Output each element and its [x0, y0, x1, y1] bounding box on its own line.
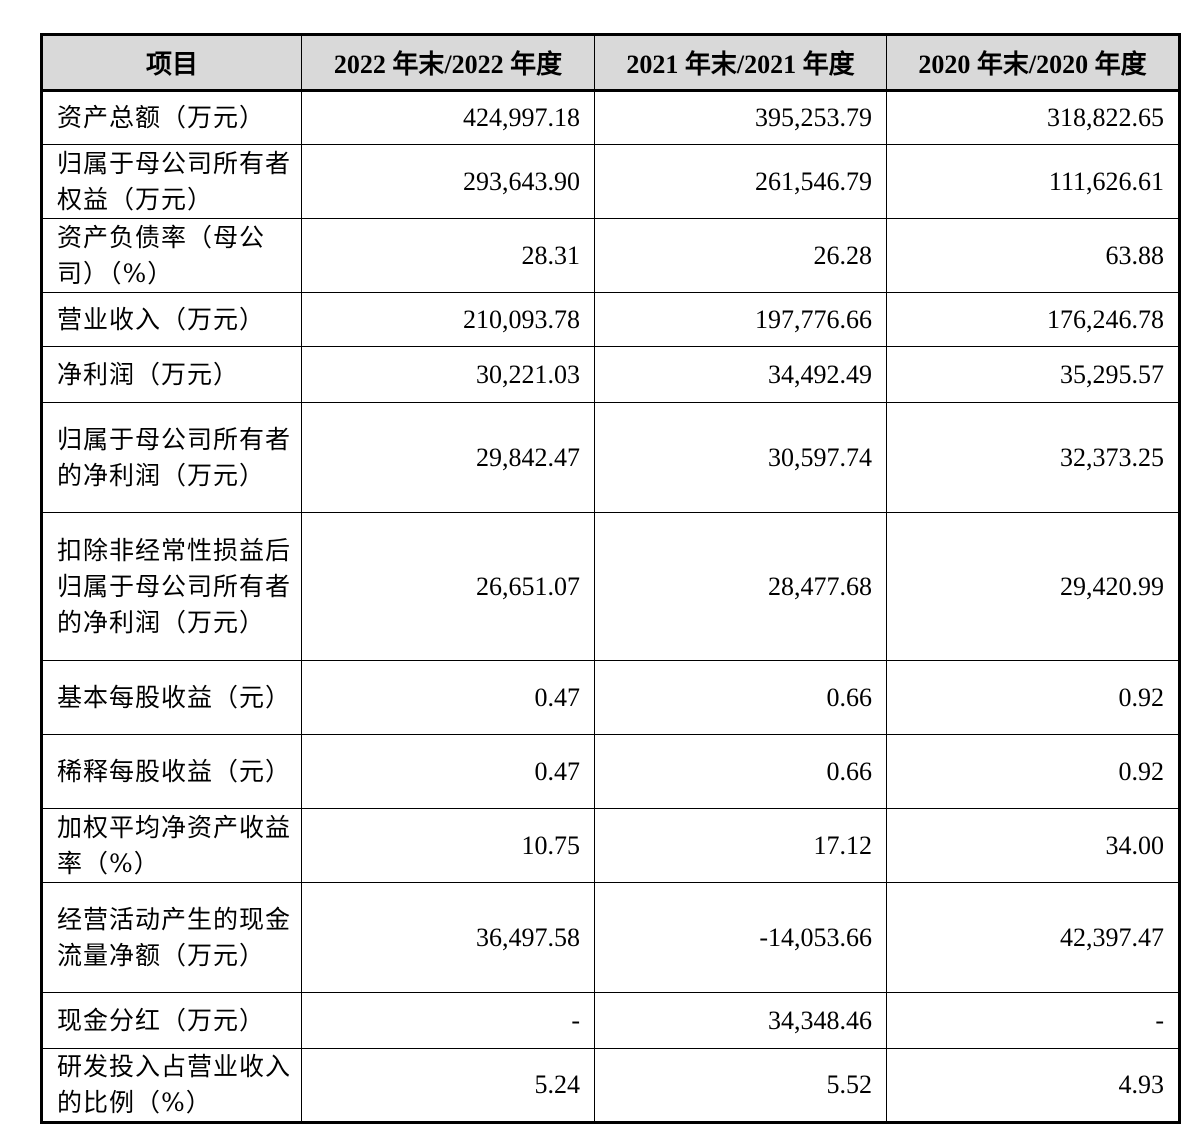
- cell-value: 424,997.18: [301, 90, 595, 145]
- header-row: 项目 2022 年末/2022 年度 2021 年末/2021 年度 2020 …: [41, 34, 1180, 92]
- cell-value: 0.66: [594, 660, 887, 735]
- cell-value: 318,822.65: [886, 90, 1180, 145]
- row-label: 归属于母公司所有者的净利润（万元）: [41, 402, 302, 513]
- cell-value: 30,221.03: [301, 346, 595, 403]
- cell-value: 4.93: [886, 1048, 1180, 1123]
- table-row: 基本每股收益（元） 0.47 0.66 0.92: [41, 660, 1180, 735]
- table-row: 资产负债率（母公司）（%） 28.31 26.28 63.88: [41, 218, 1180, 293]
- table-row: 加权平均净资产收益率（%） 10.75 17.12 34.00: [41, 808, 1180, 883]
- cell-value: 30,597.74: [594, 402, 887, 513]
- row-label: 加权平均净资产收益率（%）: [41, 808, 302, 883]
- table-row: 资产总额（万元） 424,997.18 395,253.79 318,822.6…: [41, 90, 1180, 145]
- cell-value: 42,397.47: [886, 882, 1180, 993]
- table-row: 经营活动产生的现金流量净额（万元） 36,497.58 -14,053.66 4…: [41, 882, 1180, 993]
- row-label: 净利润（万元）: [41, 346, 302, 403]
- cell-value: 26,651.07: [301, 512, 595, 661]
- table-body: 资产总额（万元） 424,997.18 395,253.79 318,822.6…: [41, 90, 1180, 1123]
- table-row: 稀释每股收益（元） 0.47 0.66 0.92: [41, 734, 1180, 809]
- row-label: 资产负债率（母公司）（%）: [41, 218, 302, 293]
- cell-value: 197,776.66: [594, 292, 887, 347]
- cell-value: 34,348.46: [594, 992, 887, 1049]
- cell-value: 29,420.99: [886, 512, 1180, 661]
- cell-value: 0.66: [594, 734, 887, 809]
- cell-value: 28,477.68: [594, 512, 887, 661]
- row-label: 扣除非经常性损益后归属于母公司所有者的净利润（万元）: [41, 512, 302, 661]
- cell-value: 210,093.78: [301, 292, 595, 347]
- header-2020: 2020 年末/2020 年度: [886, 34, 1180, 92]
- cell-value: 26.28: [594, 218, 887, 293]
- row-label: 经营活动产生的现金流量净额（万元）: [41, 882, 302, 993]
- cell-value: 28.31: [301, 218, 595, 293]
- cell-value: 36,497.58: [301, 882, 595, 993]
- table-row: 净利润（万元） 30,221.03 34,492.49 35,295.57: [41, 346, 1180, 403]
- cell-value: 34.00: [886, 808, 1180, 883]
- cell-value: 34,492.49: [594, 346, 887, 403]
- row-label: 资产总额（万元）: [41, 90, 302, 145]
- cell-value: 29,842.47: [301, 402, 595, 513]
- cell-value: -14,053.66: [594, 882, 887, 993]
- cell-value: 261,546.79: [594, 144, 887, 219]
- cell-value: 176,246.78: [886, 292, 1180, 347]
- row-label: 基本每股收益（元）: [41, 660, 302, 735]
- row-label: 研发投入占营业收入的比例（%）: [41, 1048, 302, 1123]
- header-2022: 2022 年末/2022 年度: [301, 34, 595, 92]
- cell-value: 0.47: [301, 660, 595, 735]
- table-row: 营业收入（万元） 210,093.78 197,776.66 176,246.7…: [41, 292, 1180, 347]
- cell-value: 5.24: [301, 1048, 595, 1123]
- table-row: 研发投入占营业收入的比例（%） 5.24 5.52 4.93: [41, 1048, 1180, 1123]
- row-label: 营业收入（万元）: [41, 292, 302, 347]
- cell-value: 5.52: [594, 1048, 887, 1123]
- row-label: 现金分红（万元）: [41, 992, 302, 1049]
- row-label: 归属于母公司所有者权益（万元）: [41, 144, 302, 219]
- cell-value: 35,295.57: [886, 346, 1180, 403]
- table-row: 扣除非经常性损益后归属于母公司所有者的净利润（万元） 26,651.07 28,…: [41, 512, 1180, 661]
- table-header: 项目 2022 年末/2022 年度 2021 年末/2021 年度 2020 …: [41, 34, 1180, 92]
- cell-value: 395,253.79: [594, 90, 887, 145]
- cell-value: -: [886, 992, 1180, 1049]
- table-row: 归属于母公司所有者的净利润（万元） 29,842.47 30,597.74 32…: [41, 402, 1180, 513]
- cell-value: 0.92: [886, 660, 1180, 735]
- row-label: 稀释每股收益（元）: [41, 734, 302, 809]
- header-item: 项目: [41, 34, 302, 92]
- cell-value: 293,643.90: [301, 144, 595, 219]
- financial-data-table: 项目 2022 年末/2022 年度 2021 年末/2021 年度 2020 …: [40, 33, 1181, 1124]
- cell-value: -: [301, 992, 595, 1049]
- cell-value: 10.75: [301, 808, 595, 883]
- cell-value: 0.47: [301, 734, 595, 809]
- cell-value: 63.88: [886, 218, 1180, 293]
- cell-value: 111,626.61: [886, 144, 1180, 219]
- cell-value: 32,373.25: [886, 402, 1180, 513]
- table-row: 现金分红（万元） - 34,348.46 -: [41, 992, 1180, 1049]
- cell-value: 17.12: [594, 808, 887, 883]
- header-2021: 2021 年末/2021 年度: [594, 34, 887, 92]
- table-row: 归属于母公司所有者权益（万元） 293,643.90 261,546.79 11…: [41, 144, 1180, 219]
- cell-value: 0.92: [886, 734, 1180, 809]
